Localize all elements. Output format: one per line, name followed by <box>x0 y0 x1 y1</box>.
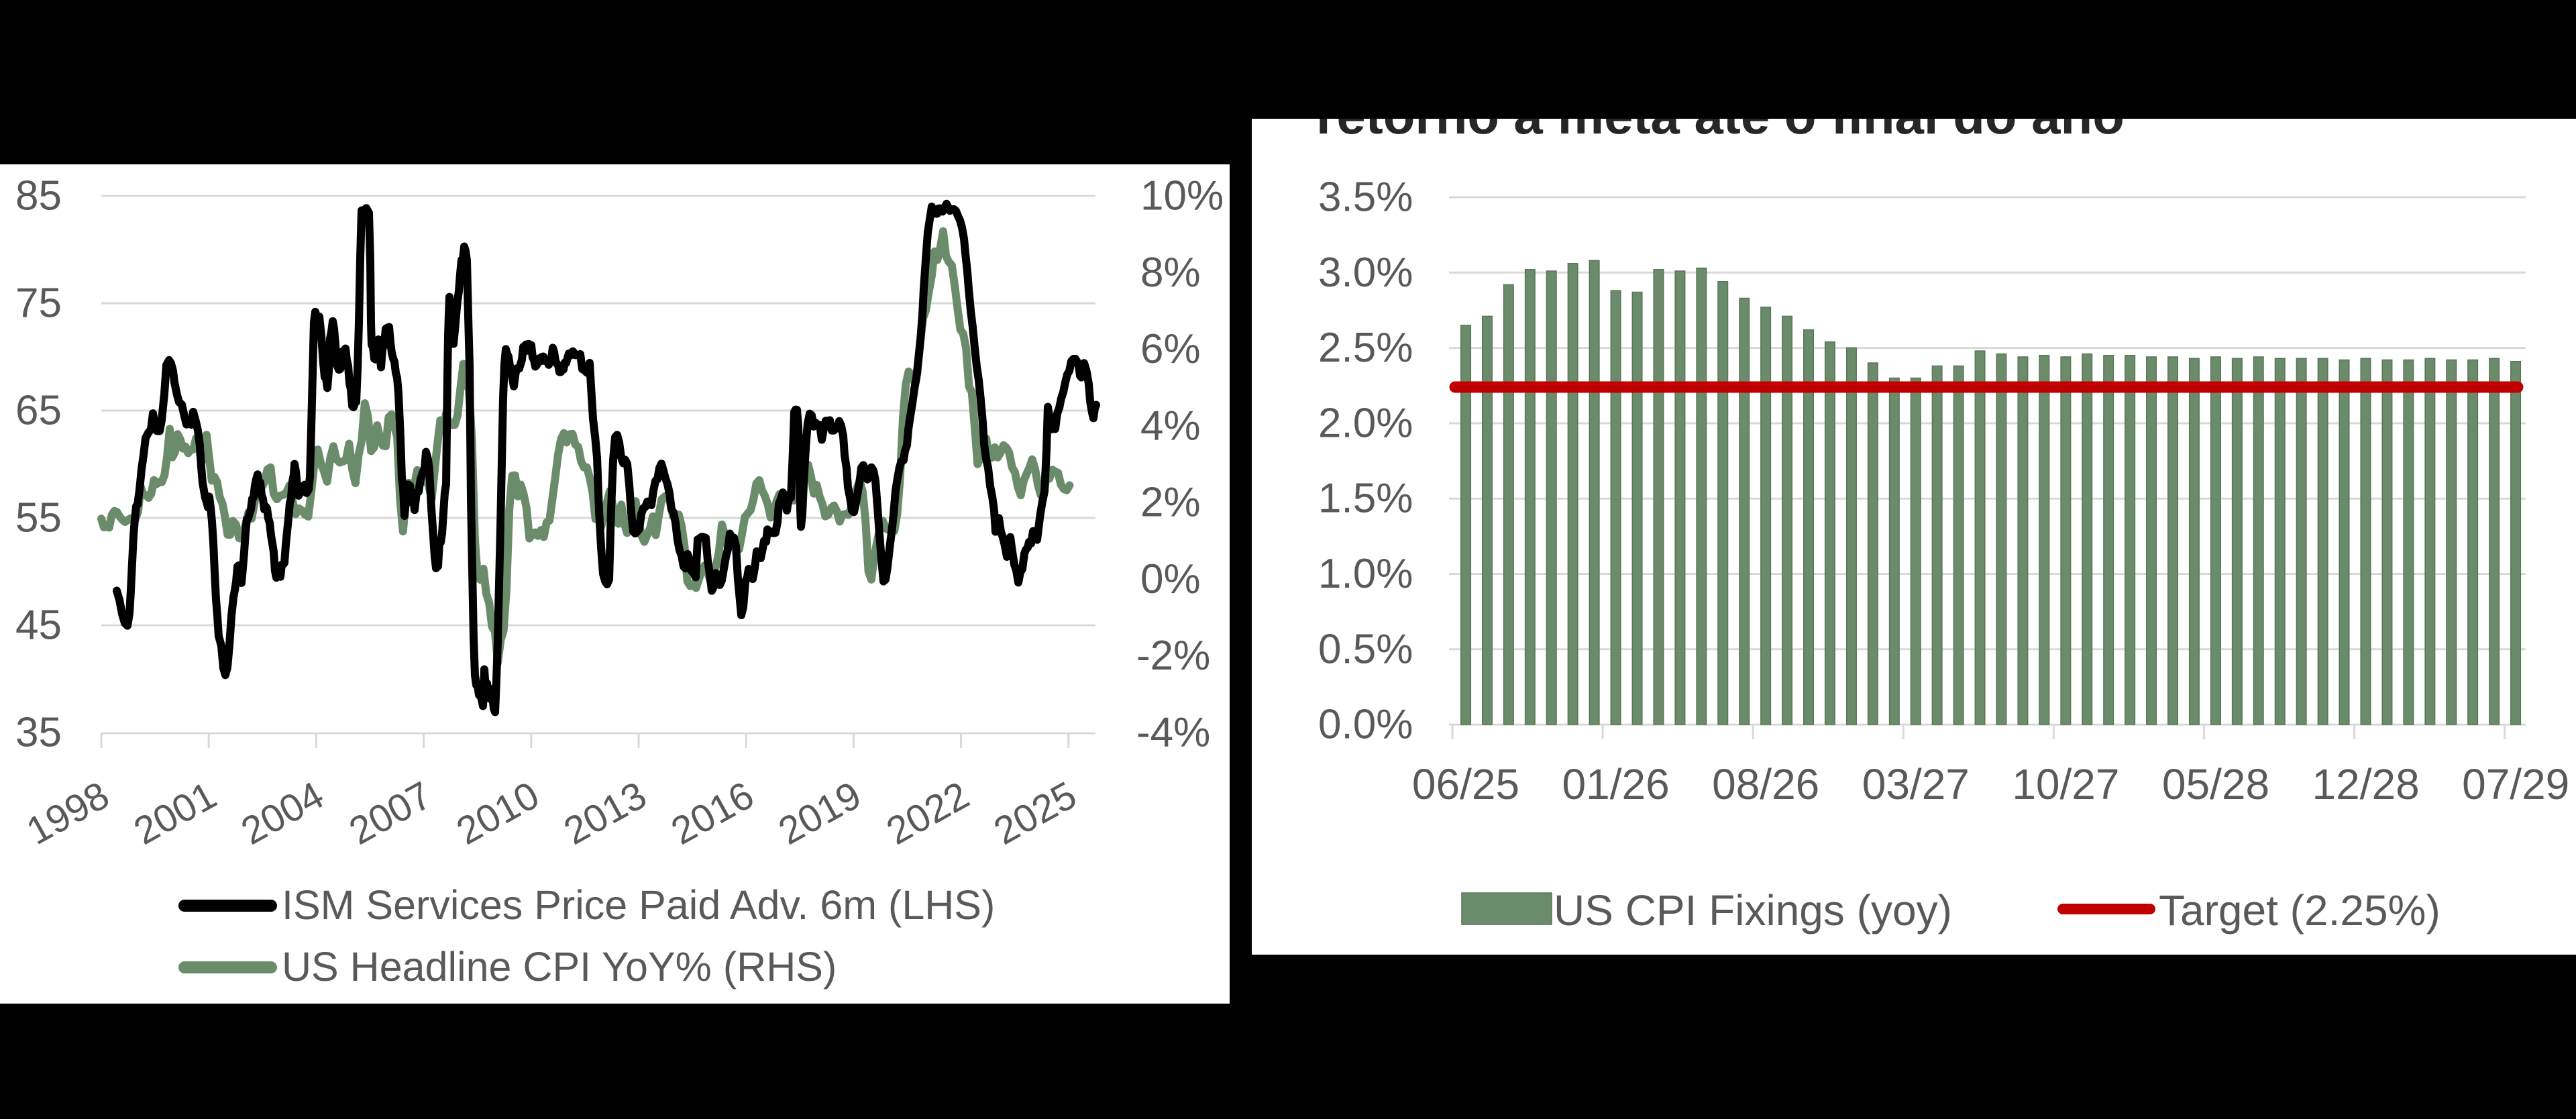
svg-text:2010: 2010 <box>449 774 546 853</box>
svg-text:-4%: -4% <box>1136 710 1210 756</box>
svg-text:2007: 2007 <box>342 774 439 853</box>
svg-text:ISM Services Price Paid Adv. 6: ISM Services Price Paid Adv. 6m (LHS) <box>282 882 995 928</box>
svg-text:2%: 2% <box>1140 480 1201 526</box>
svg-text:06/25: 06/25 <box>1412 760 1519 808</box>
svg-text:2019: 2019 <box>771 774 868 853</box>
svg-text:07/29: 07/29 <box>2462 760 2569 808</box>
svg-text:3.5%: 3.5% <box>1318 174 1413 221</box>
svg-text:US CPI Fixings (yoy): US CPI Fixings (yoy) <box>1554 886 1952 935</box>
svg-text:05/28: 05/28 <box>2162 760 2269 808</box>
svg-text:2001: 2001 <box>127 774 223 853</box>
svg-text:10%: 10% <box>1140 173 1224 219</box>
svg-text:08/26: 08/26 <box>1712 760 1819 808</box>
svg-text:2013: 2013 <box>557 774 653 853</box>
svg-text:65: 65 <box>15 388 62 434</box>
svg-text:1.5%: 1.5% <box>1318 476 1413 522</box>
svg-text:-2%: -2% <box>1136 633 1210 679</box>
svg-text:0.5%: 0.5% <box>1318 626 1413 672</box>
svg-text:12/28: 12/28 <box>2312 760 2420 808</box>
svg-text:2.5%: 2.5% <box>1318 325 1413 371</box>
svg-text:01/26: 01/26 <box>1562 760 1670 808</box>
svg-text:2016: 2016 <box>664 774 761 853</box>
svg-text:2022: 2022 <box>879 774 976 853</box>
svg-text:4%: 4% <box>1140 403 1201 449</box>
svg-text:0.0%: 0.0% <box>1318 702 1413 748</box>
svg-text:85: 85 <box>15 173 62 219</box>
svg-text:2004: 2004 <box>234 774 331 853</box>
svg-text:10/27: 10/27 <box>2012 760 2119 808</box>
svg-text:Target (2.25%): Target (2.25%) <box>2159 886 2440 935</box>
svg-text:1998: 1998 <box>19 774 116 853</box>
svg-text:2025: 2025 <box>987 774 1083 853</box>
svg-text:0%: 0% <box>1140 556 1201 602</box>
svg-text:75: 75 <box>15 280 62 327</box>
svg-text:3.0%: 3.0% <box>1318 250 1413 296</box>
svg-text:45: 45 <box>15 602 62 649</box>
svg-text:55: 55 <box>15 495 62 541</box>
svg-text:35: 35 <box>15 710 62 756</box>
svg-text:retorno à meta até o final do: retorno à meta até o final do ano <box>1316 119 2125 145</box>
svg-text:03/27: 03/27 <box>1862 760 1970 808</box>
svg-text:8%: 8% <box>1140 250 1201 296</box>
svg-text:6%: 6% <box>1140 326 1201 372</box>
svg-text:1.0%: 1.0% <box>1318 551 1413 597</box>
svg-text:2.0%: 2.0% <box>1318 400 1413 446</box>
svg-text:US Headline CPI YoY% (RHS): US Headline CPI YoY% (RHS) <box>282 944 837 990</box>
